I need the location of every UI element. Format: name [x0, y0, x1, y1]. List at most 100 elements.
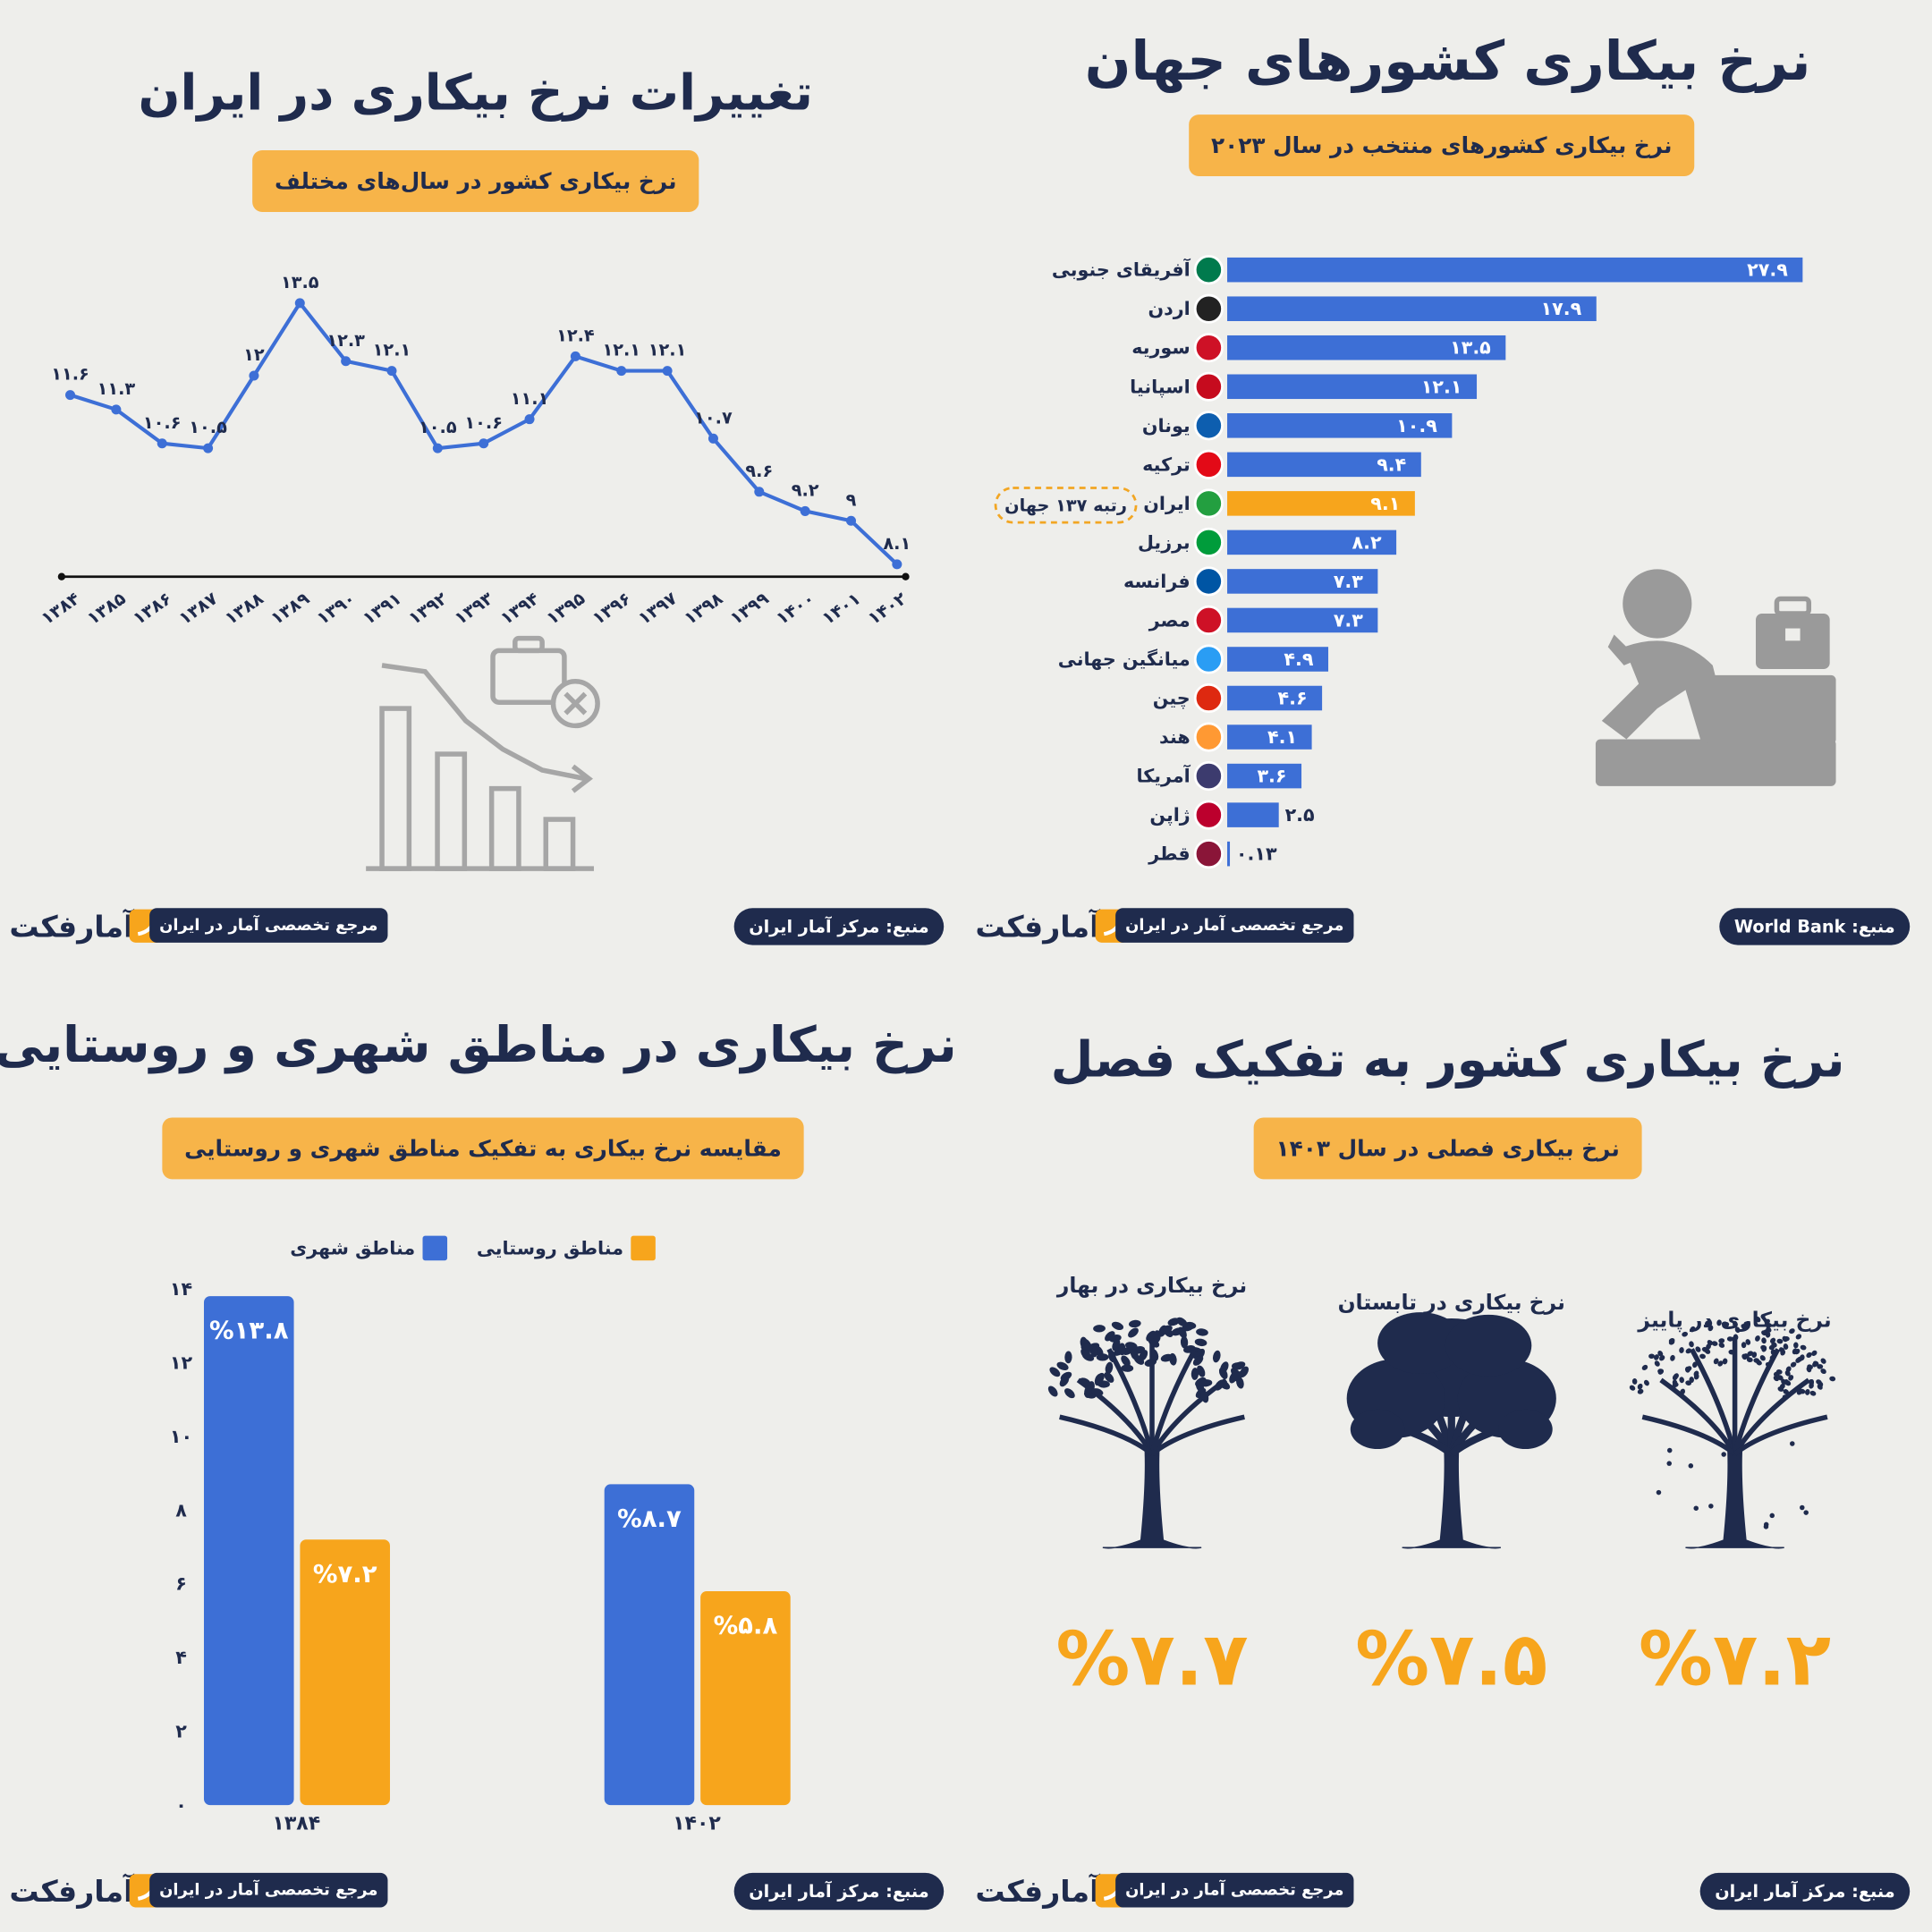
tree-leaf — [1809, 1390, 1817, 1396]
tree-leaf — [1807, 1364, 1813, 1370]
tree-branch — [1059, 1414, 1154, 1456]
tree-leaf — [1728, 1349, 1735, 1355]
bar — [300, 1539, 390, 1806]
tree-leaf — [1079, 1377, 1091, 1387]
data-label: ۱۳.۵ — [281, 272, 319, 292]
tree-leaf — [1180, 1335, 1189, 1349]
falling-leaf — [1708, 1504, 1714, 1509]
tree-leaf — [1779, 1383, 1785, 1390]
tree-leaf — [1699, 1353, 1706, 1360]
tree-leaf — [1759, 1355, 1766, 1361]
point — [570, 351, 580, 361]
flag — [1193, 333, 1224, 363]
tagline-pill — [1115, 908, 1354, 943]
tree-leaf — [1783, 1389, 1789, 1394]
tree-leaf — [1146, 1330, 1157, 1342]
data-label: ۱۰.۶ — [464, 412, 503, 433]
tree-leaf — [1783, 1343, 1789, 1350]
flag — [1193, 566, 1224, 597]
legend-label: مناطق روستایی — [477, 1237, 623, 1258]
flag — [1193, 800, 1224, 830]
data-label: ۹ — [846, 489, 857, 510]
point — [249, 370, 259, 381]
tree-leaf — [1121, 1355, 1131, 1367]
bar — [1227, 335, 1506, 360]
flag — [1193, 411, 1224, 441]
source-pill — [733, 1872, 945, 1911]
data-label: ۱۳.۵ — [1450, 337, 1491, 359]
category-label: آفریقای جنوبی — [1052, 258, 1191, 281]
tree-leaf — [1668, 1338, 1675, 1343]
tree-leaf — [1743, 1321, 1749, 1328]
bar — [1227, 647, 1329, 672]
tree-leaf — [1679, 1347, 1684, 1353]
tree-branch — [1149, 1348, 1198, 1455]
point — [203, 443, 214, 453]
falling-leaf — [1763, 1524, 1769, 1530]
point — [754, 487, 765, 497]
chart-subtitle: مقایسه نرخ بیکاری به تفکیک مناطق شهری و … — [184, 1135, 782, 1162]
data-label: ۴.۱ — [1267, 726, 1297, 748]
falling-leaf — [1800, 1504, 1805, 1511]
tree-leaf — [1817, 1364, 1824, 1369]
data-label: ۳.۶ — [1257, 766, 1286, 787]
tree-leaf — [1761, 1345, 1767, 1352]
stat-value: %۷.۷ — [1055, 1617, 1248, 1703]
tree-branch — [1733, 1414, 1828, 1456]
tree-leaf — [1769, 1337, 1776, 1343]
tree-leaf — [1199, 1379, 1213, 1387]
tree-leaf — [1716, 1319, 1722, 1326]
bar — [1227, 413, 1453, 438]
data-label: ۱۲.۱ — [648, 340, 687, 360]
tree-leaf — [1693, 1370, 1699, 1377]
y-tick-label: ۸ — [175, 1499, 187, 1521]
point — [708, 433, 718, 444]
tree-leaf — [1741, 1342, 1747, 1349]
stat-value: %۷.۲ — [1639, 1617, 1831, 1703]
tree-leaf — [1192, 1355, 1204, 1366]
data-label: ۲.۵ — [1285, 804, 1315, 826]
source-pill — [733, 908, 945, 945]
tree-leaf — [1817, 1384, 1823, 1390]
category-label: قطر — [1148, 843, 1191, 865]
tree-leaf — [1756, 1360, 1762, 1366]
data-label: ۴.۹ — [1284, 648, 1313, 670]
season-label: نرخ بیکاری در پاییز — [1637, 1307, 1831, 1332]
data-label: ۱۰.۶ — [143, 412, 182, 433]
tree-leaf — [1231, 1362, 1244, 1370]
tree-leaf — [1133, 1354, 1145, 1365]
subtitle-box — [1253, 1117, 1642, 1180]
bar — [1227, 607, 1378, 633]
subtitle-box — [1189, 114, 1695, 176]
y-tick-label: ۱۰ — [170, 1426, 192, 1447]
tree-leaf — [1669, 1385, 1676, 1391]
tree-leaf — [1679, 1377, 1685, 1384]
tree-leaf — [1648, 1353, 1655, 1359]
category-label: چین — [1153, 688, 1191, 709]
flag — [1193, 605, 1224, 635]
data-label: ۷.۳ — [1334, 609, 1363, 631]
y-tick-label: ۶ — [175, 1573, 187, 1595]
subtitle-box — [162, 1117, 804, 1180]
category-label: سوریه — [1131, 337, 1190, 359]
tree-leaf — [1637, 1383, 1643, 1390]
tree-leaf — [1771, 1342, 1777, 1348]
stat-value: %۷.۵ — [1355, 1617, 1547, 1703]
category-label: آمریکا — [1136, 765, 1191, 787]
falling-leaf — [1656, 1489, 1662, 1496]
tree-leaf — [1790, 1361, 1797, 1368]
tree-leaf — [1121, 1364, 1134, 1372]
falling-leaf — [1666, 1461, 1672, 1466]
tree-leaf — [1755, 1335, 1760, 1342]
chart-title: نرخ بیکاری کشورهای جهان — [1085, 30, 1811, 93]
bar — [1227, 491, 1415, 516]
bar — [1227, 257, 1803, 283]
legend-swatch — [631, 1235, 656, 1261]
flag — [1193, 527, 1224, 557]
tree-leaf — [1800, 1344, 1807, 1351]
tagline-pill — [149, 1872, 388, 1908]
data-label: ۱۷.۹ — [1541, 298, 1582, 319]
bar — [1227, 724, 1312, 750]
bar — [1227, 763, 1302, 789]
data-label: %۷.۲ — [313, 1560, 377, 1589]
